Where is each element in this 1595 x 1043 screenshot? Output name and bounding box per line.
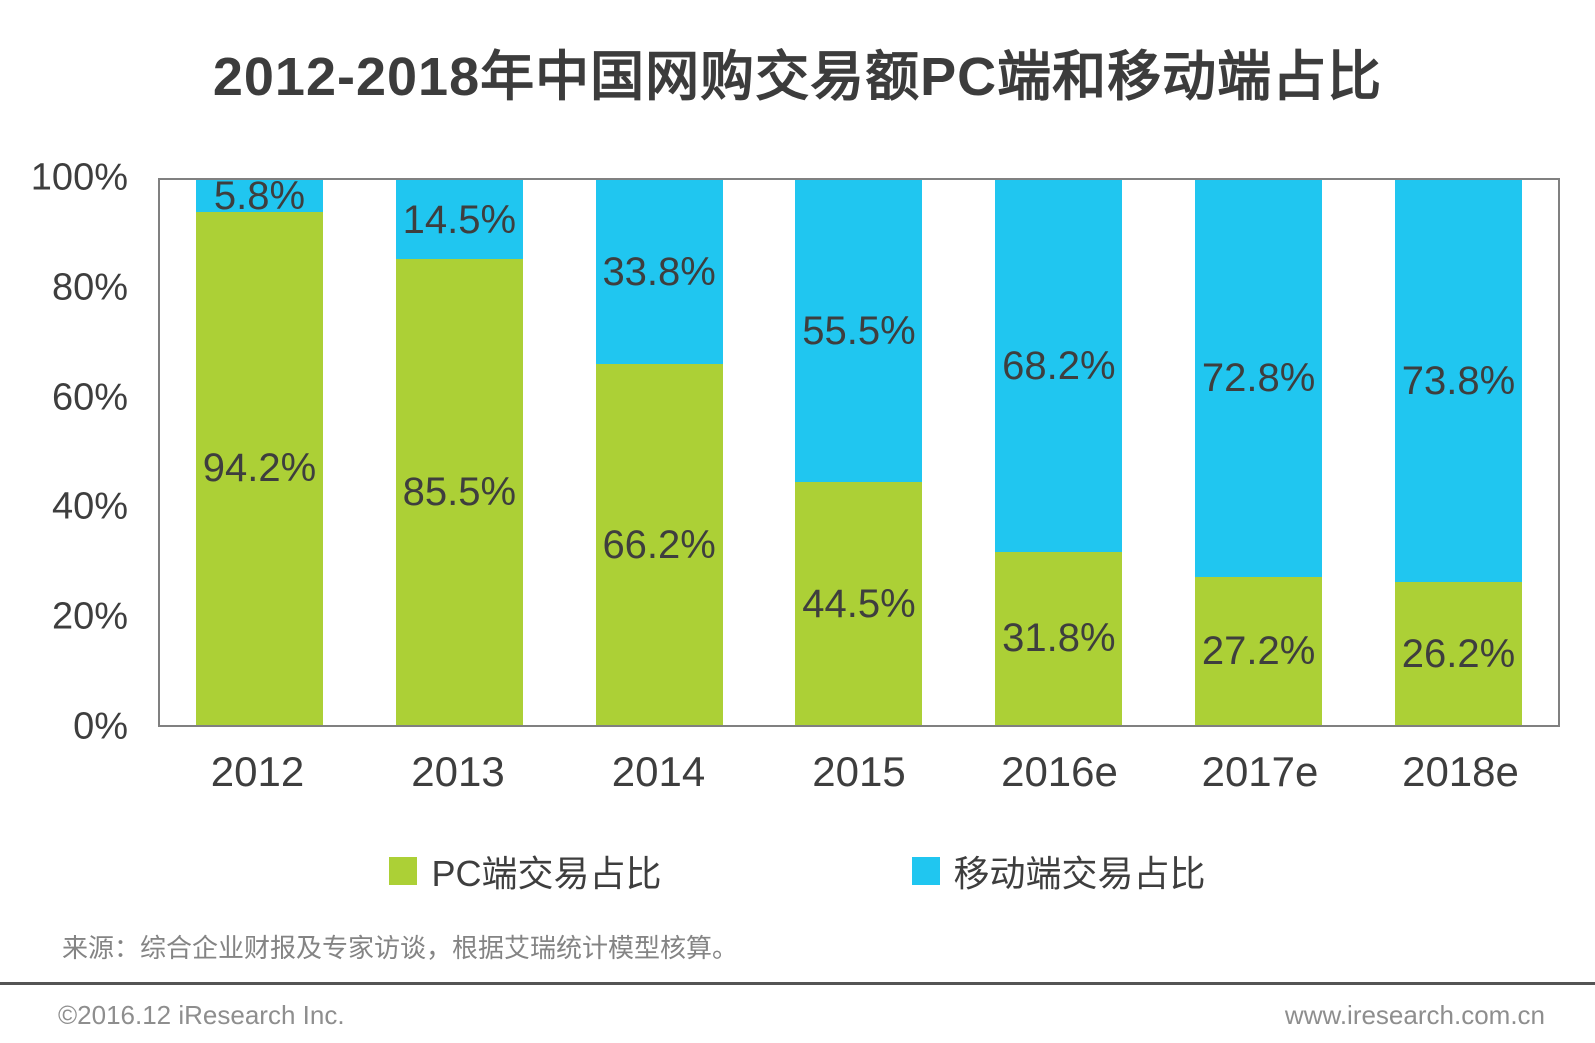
bar-2017e: 72.8% 27.2% — [1195, 180, 1323, 725]
bar-value-label: 73.8% — [1401, 359, 1516, 404]
bar-2015: 55.5% 44.5% — [795, 180, 923, 725]
bar-segment-pc: 27.2% — [1195, 576, 1323, 725]
bar-segment-pc: 66.2% — [595, 364, 723, 725]
bar-value-label: 44.5% — [802, 581, 916, 626]
legend-swatch-icon — [389, 857, 418, 885]
bar-value-label: 5.8% — [213, 173, 306, 218]
bar-value-label: 85.5% — [402, 470, 517, 514]
bar-value-label: 33.8% — [602, 250, 716, 295]
bar-2012: 5.8% 94.2% — [196, 176, 323, 725]
bar-2014: 33.8% 66.2% — [595, 180, 723, 725]
x-axis-label-2012: 2012 — [210, 748, 305, 795]
bar-segment-pc: 31.8% — [995, 551, 1123, 725]
bar-value-label: 55.5% — [802, 309, 916, 354]
x-axis-label-2018e: 2018e — [1402, 748, 1519, 795]
chart-title: 2012-2018年中国网购交易额PC端和移动端占比 — [212, 47, 1383, 107]
y-axis-tick: 40% — [51, 485, 128, 528]
bar-segment-mobile: 73.8% — [1394, 180, 1522, 583]
y-axis: 100% 80% 60% 40% 20% 0% — [0, 157, 128, 748]
y-axis-tick: 100% — [30, 156, 128, 199]
bar-value-label: 72.8% — [1201, 356, 1316, 401]
bar-segment-mobile: 68.2% — [995, 180, 1123, 552]
bar-value-label: 66.2% — [602, 522, 716, 567]
bar-value-label: 14.5% — [402, 197, 517, 242]
bar-segment-pc: 26.2% — [1394, 582, 1522, 725]
bar-segment-pc: 44.5% — [795, 482, 923, 725]
bar-segment-mobile: 14.5% — [395, 180, 523, 260]
bar-segment-mobile: 5.8% — [196, 176, 323, 216]
bar-segment-mobile: 33.8% — [595, 180, 723, 365]
x-axis-label-2016e: 2016e — [1001, 748, 1118, 795]
y-axis-tick: 20% — [51, 595, 128, 638]
x-axis-label-2017e: 2017e — [1201, 748, 1319, 795]
copyright-text: ©2016.12 iResearch Inc. — [58, 1000, 345, 1030]
legend-item-mobile: 移动端交易占比 — [911, 845, 1206, 897]
bar-value-label: 26.2% — [1401, 631, 1516, 676]
footer-divider — [0, 982, 1595, 985]
y-axis-tick: 60% — [51, 376, 128, 419]
bar-segment-mobile: 55.5% — [795, 180, 923, 483]
bar-segment-mobile: 72.8% — [1195, 180, 1323, 577]
x-axis-label-2014: 2014 — [611, 748, 706, 795]
footer: ©2016.12 iResearch Inc. www.iresearch.co… — [0, 1000, 1595, 1031]
bar-2013: 14.5% 85.5% — [395, 180, 523, 725]
bar-2018e: 73.8% 26.2% — [1394, 180, 1522, 725]
x-axis-label-2013: 2013 — [411, 748, 505, 795]
bar-value-label: 68.2% — [1002, 343, 1116, 388]
legend-label: PC端交易占比 — [431, 853, 662, 894]
bar-value-label: 94.2% — [202, 446, 317, 491]
website-link[interactable]: www.iresearch.com.cn — [1284, 1000, 1545, 1030]
legend-item-pc: PC端交易占比 — [389, 845, 662, 897]
legend-label: 移动端交易占比 — [953, 853, 1206, 894]
bar-value-label: 27.2% — [1201, 628, 1316, 673]
legend: PC端交易占比 移动端交易占比 — [0, 845, 1595, 897]
y-axis-tick: 0% — [73, 705, 128, 748]
y-axis-tick: 80% — [51, 266, 128, 309]
x-axis: 2012 2013 2014 2015 2016e 2017e 2018e — [158, 748, 1560, 796]
bar-segment-pc: 85.5% — [395, 259, 523, 725]
legend-swatch-icon — [911, 857, 940, 885]
bar-2016e: 68.2% 31.8% — [995, 180, 1123, 725]
x-axis-label-2015: 2015 — [812, 748, 906, 795]
source-note: 来源：综合企业财报及专家访谈，根据艾瑞统计模型核算。 — [62, 933, 739, 963]
bar-segment-pc: 94.2% — [196, 211, 323, 725]
bar-value-label: 31.8% — [1002, 616, 1116, 661]
plot-area: 5.8% 94.2% 14.5% 85.5% 33.8% 66.2% 55.5% 44.5% 6… — [158, 176, 1560, 727]
